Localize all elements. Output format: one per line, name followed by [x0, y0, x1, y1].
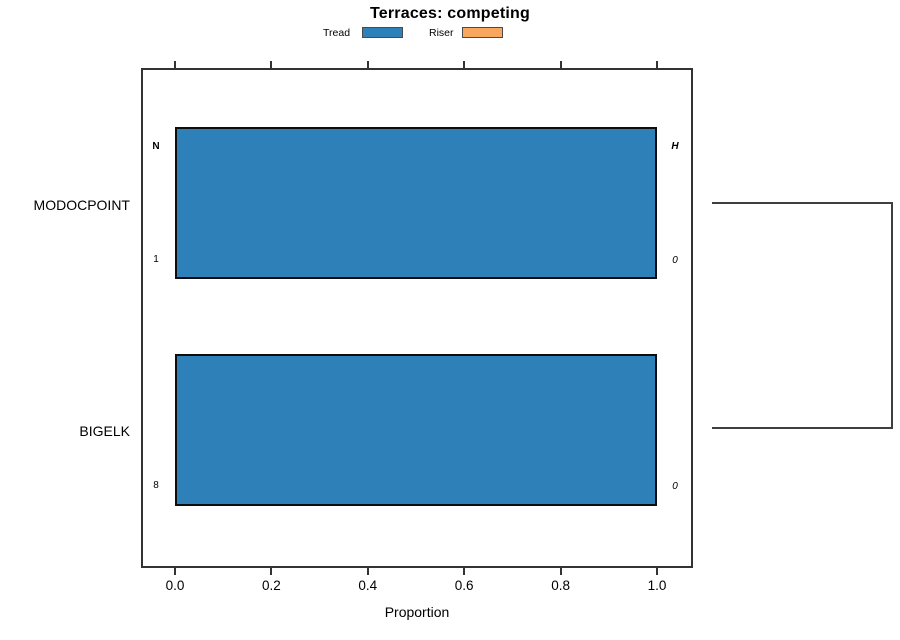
- category-label-bigelk: BIGELK: [79, 423, 130, 439]
- x-tick-bottom: [656, 568, 658, 575]
- x-tick-bottom: [366, 568, 369, 575]
- x-tick-bottom: [463, 568, 466, 575]
- bar-modocpoint: [175, 127, 657, 279]
- bar-annotation-0-bottom: 0: [672, 481, 678, 492]
- x-tick-label: 1.0: [647, 578, 667, 593]
- x-tick-bottom: [174, 568, 176, 575]
- x-tick-top: [559, 61, 562, 68]
- x-tick-top: [174, 61, 176, 68]
- bar-annotation-8: 8: [153, 480, 159, 491]
- x-tick-top: [366, 61, 369, 68]
- comparison-bracket: [712, 202, 893, 429]
- x-tick-label: 0.8: [551, 578, 570, 593]
- legend-label-riser: Riser: [429, 27, 454, 39]
- x-tick-label: 0.2: [262, 578, 281, 593]
- legend-swatch-tread: [362, 27, 403, 38]
- legend-swatch-riser: [462, 27, 503, 38]
- category-label-modocpoint: MODOCPOINT: [33, 197, 130, 213]
- bar-annotation-0-top: 0: [672, 255, 678, 266]
- x-tick-label: 0.4: [358, 578, 378, 593]
- legend-label-tread: Tread: [323, 27, 351, 39]
- bar-annotation-n: N: [152, 141, 160, 152]
- chart-title: Terraces: competing: [370, 5, 530, 22]
- x-tick-label: 0.6: [454, 578, 474, 593]
- bar-bigelk: [175, 354, 657, 506]
- bar-annotation-1: 1: [153, 254, 159, 265]
- x-tick-bottom: [559, 568, 562, 575]
- x-tick-top: [270, 61, 273, 68]
- x-axis-label: Proportion: [384, 604, 450, 620]
- plot-area: N 1 H 0 8 0: [141, 68, 693, 568]
- x-tick-bottom: [270, 568, 273, 575]
- x-tick-top: [656, 61, 658, 68]
- x-tick-label: 0.0: [165, 578, 185, 593]
- bar-annotation-h: H: [671, 141, 679, 152]
- x-tick-top: [463, 61, 466, 68]
